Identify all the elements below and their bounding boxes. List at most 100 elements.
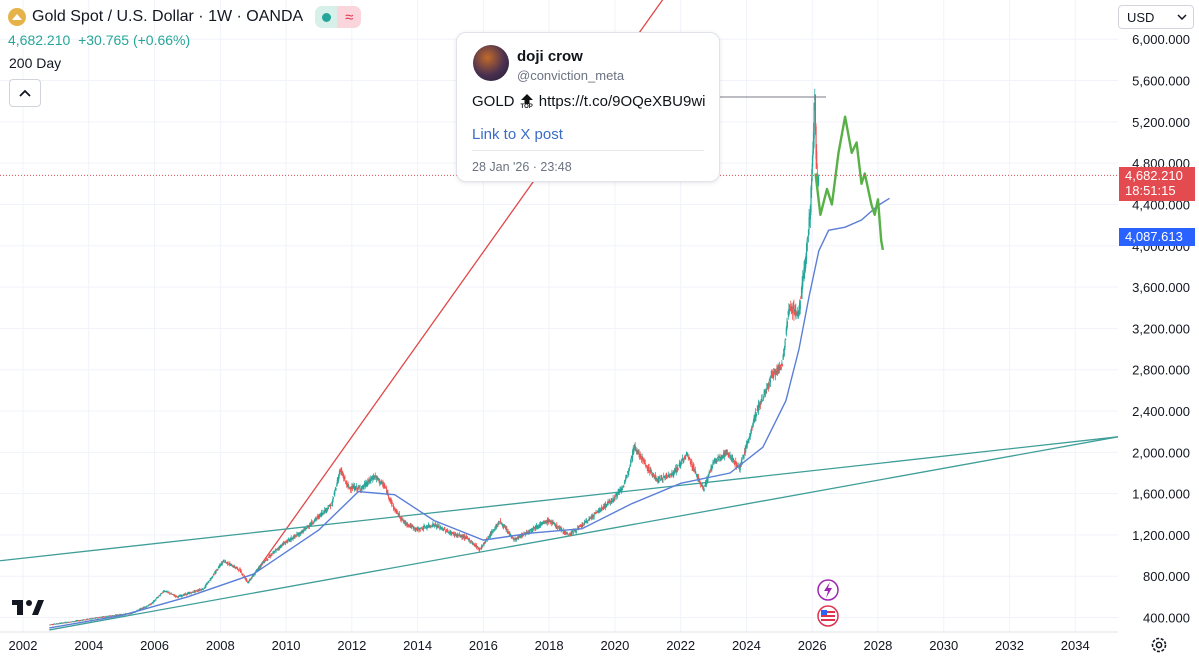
candle-body <box>301 531 303 534</box>
candle-body <box>749 433 751 437</box>
candle <box>430 525 433 527</box>
candle-body <box>545 521 547 524</box>
tweet-url[interactable]: https://t.co/9OQeXBU9wi <box>538 93 706 110</box>
tweet-author-name[interactable]: doji crow <box>517 48 583 65</box>
candle-body <box>165 591 167 593</box>
event-icon-lightning[interactable] <box>817 579 839 601</box>
tweet-card[interactable]: doji crow @conviction_meta GOLD TOP http… <box>456 32 720 182</box>
candle-body <box>334 491 336 494</box>
candle-body <box>718 458 720 461</box>
symbol-title[interactable]: Gold Spot / U.S. Dollar · 1W · OANDA <box>32 8 304 25</box>
candle <box>572 531 574 535</box>
candle <box>209 580 211 582</box>
candle <box>671 472 674 476</box>
link-to-x-post[interactable]: Link to X post <box>472 126 563 143</box>
currency-select[interactable]: USD <box>1118 5 1194 29</box>
candle-body <box>104 616 106 618</box>
candle <box>703 487 705 492</box>
event-icon-us-flag[interactable] <box>817 605 839 627</box>
candle <box>721 455 724 460</box>
candle-body <box>227 564 230 566</box>
candle-body <box>72 621 74 623</box>
candle-body <box>86 619 89 620</box>
candle <box>151 602 153 605</box>
candle-body <box>162 591 165 593</box>
candle <box>197 589 199 592</box>
candle-body <box>614 498 616 499</box>
candle-body <box>276 548 278 550</box>
candle-body <box>171 594 173 595</box>
candle <box>215 569 218 572</box>
candle <box>76 619 79 622</box>
candle <box>76 620 78 622</box>
candle <box>652 473 654 478</box>
candle-body <box>675 467 677 473</box>
indicator-label[interactable]: 200 Day <box>9 55 62 71</box>
candle <box>642 456 644 465</box>
candle-body <box>781 364 784 366</box>
candle <box>649 466 651 474</box>
candle <box>81 619 84 622</box>
candle <box>95 616 97 619</box>
candle-body <box>528 531 530 533</box>
candle <box>343 473 345 482</box>
chart-settings-gear-icon[interactable] <box>1150 636 1168 659</box>
candle-body <box>145 606 147 608</box>
candle-body <box>423 526 425 529</box>
candle-body <box>622 486 624 488</box>
candle <box>351 484 354 492</box>
candle <box>325 508 327 514</box>
candle <box>417 526 419 532</box>
candle <box>616 492 619 499</box>
market-status-pill[interactable]: ≈ <box>315 6 362 28</box>
candle-body <box>597 510 600 513</box>
candle-body <box>789 307 791 312</box>
candle-body <box>150 604 152 606</box>
candle-body <box>692 465 694 469</box>
candle <box>590 515 592 519</box>
candle <box>79 620 81 622</box>
candle-body <box>664 476 666 477</box>
candle-body <box>293 537 295 539</box>
candle-body <box>338 475 340 481</box>
candle-body <box>649 469 651 474</box>
candle-body <box>337 479 339 481</box>
avatar[interactable] <box>473 45 509 81</box>
candle <box>73 621 75 623</box>
candle <box>686 451 688 456</box>
candle-body <box>145 606 147 608</box>
candle <box>497 521 499 527</box>
gold-logo-icon <box>8 8 26 26</box>
tradingview-logo-icon[interactable] <box>12 598 44 621</box>
candle <box>687 452 689 457</box>
price-series <box>49 88 820 626</box>
candle <box>657 476 660 483</box>
candle <box>156 596 158 599</box>
candle-body <box>673 473 675 476</box>
candle <box>202 588 204 591</box>
candle <box>722 454 724 459</box>
candle <box>792 301 794 310</box>
candle-body <box>515 538 517 540</box>
candle <box>626 474 628 479</box>
candle-body <box>234 566 236 568</box>
candle-body <box>389 498 391 501</box>
collapse-legend-button[interactable] <box>9 79 41 107</box>
candle-body <box>343 475 345 479</box>
candle-body <box>193 592 195 593</box>
candle-body <box>207 582 209 584</box>
candle-body <box>679 462 681 467</box>
candle <box>225 561 227 564</box>
candle <box>490 531 492 536</box>
tweet-author-handle[interactable]: @conviction_meta <box>517 68 625 83</box>
candle <box>205 583 207 588</box>
candle <box>334 489 336 497</box>
candle-body <box>348 487 350 489</box>
candle-body <box>444 529 446 530</box>
candle-body <box>372 476 375 480</box>
candle-body <box>258 567 261 569</box>
candle-body <box>626 474 628 479</box>
candle <box>599 509 602 513</box>
candle-body <box>370 479 372 481</box>
candle-body <box>555 525 557 527</box>
